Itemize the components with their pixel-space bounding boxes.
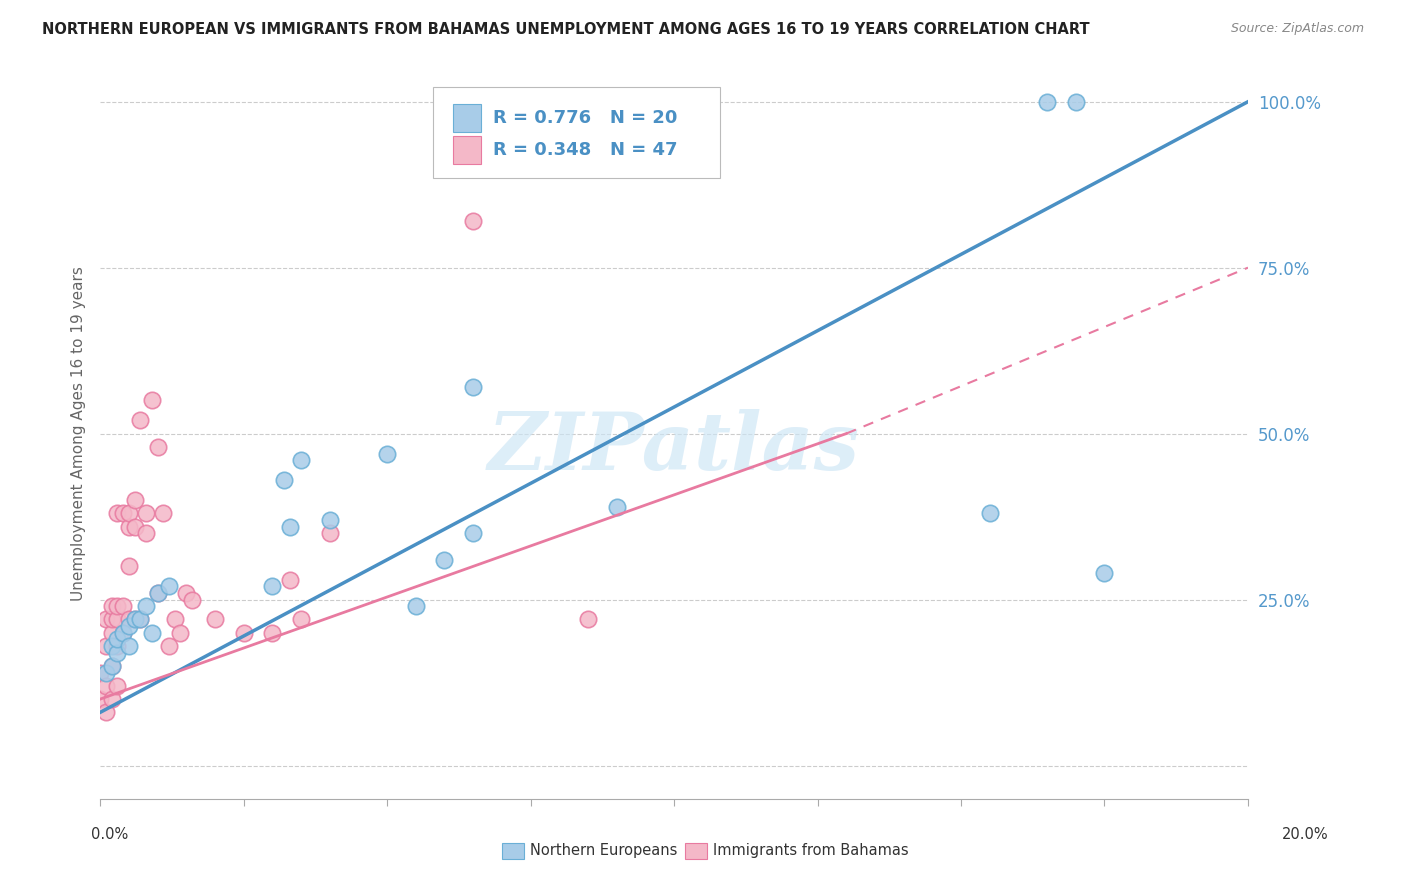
Point xyxy=(146,440,169,454)
Point xyxy=(141,625,163,640)
Point xyxy=(278,573,301,587)
Point xyxy=(174,586,197,600)
Point xyxy=(118,612,141,626)
Point xyxy=(1064,95,1087,109)
Point xyxy=(105,632,128,647)
Text: Source: ZipAtlas.com: Source: ZipAtlas.com xyxy=(1230,22,1364,36)
Bar xyxy=(453,136,481,164)
Text: Northern Europeans: Northern Europeans xyxy=(530,844,678,858)
Point xyxy=(118,506,141,520)
Point xyxy=(94,612,117,626)
Point xyxy=(100,659,122,673)
Point xyxy=(318,526,340,541)
Point xyxy=(1094,566,1116,580)
Point xyxy=(112,506,135,520)
Point xyxy=(100,639,122,653)
Point xyxy=(375,446,398,460)
Point xyxy=(169,625,191,640)
Point xyxy=(232,625,254,640)
Bar xyxy=(453,104,481,132)
Point xyxy=(129,612,152,626)
Text: Immigrants from Bahamas: Immigrants from Bahamas xyxy=(713,844,908,858)
Point xyxy=(112,625,135,640)
Point xyxy=(100,625,122,640)
Point xyxy=(105,599,128,614)
Point xyxy=(405,599,427,614)
Point xyxy=(278,519,301,533)
Point xyxy=(89,665,111,680)
Point xyxy=(181,592,204,607)
Point xyxy=(112,599,135,614)
Point xyxy=(204,612,226,626)
Point xyxy=(141,393,163,408)
Point xyxy=(94,706,117,720)
Text: R = 0.348   N = 47: R = 0.348 N = 47 xyxy=(492,141,678,160)
Point xyxy=(463,526,485,541)
Text: NORTHERN EUROPEAN VS IMMIGRANTS FROM BAHAMAS UNEMPLOYMENT AMONG AGES 16 TO 19 YE: NORTHERN EUROPEAN VS IMMIGRANTS FROM BAH… xyxy=(42,22,1090,37)
Point xyxy=(124,612,146,626)
Point xyxy=(979,506,1001,520)
Point xyxy=(118,519,141,533)
Point xyxy=(129,612,152,626)
Point xyxy=(89,692,111,706)
Point xyxy=(94,679,117,693)
Point xyxy=(157,639,180,653)
Point xyxy=(100,692,122,706)
Point xyxy=(105,639,128,653)
Point xyxy=(124,493,146,508)
Point xyxy=(94,665,117,680)
Point xyxy=(290,612,312,626)
Point xyxy=(105,646,128,660)
Point xyxy=(463,380,485,394)
Point xyxy=(163,612,186,626)
Point xyxy=(100,659,122,673)
Point xyxy=(94,639,117,653)
Point xyxy=(100,599,122,614)
Point xyxy=(105,679,128,693)
Point xyxy=(124,519,146,533)
FancyBboxPatch shape xyxy=(433,87,720,178)
Text: ZIPatlas: ZIPatlas xyxy=(488,409,860,487)
Point xyxy=(118,639,141,653)
Point xyxy=(662,95,685,109)
Point xyxy=(262,625,284,640)
Point xyxy=(135,526,157,541)
Point xyxy=(135,506,157,520)
Point xyxy=(100,612,122,626)
Text: 0.0%: 0.0% xyxy=(91,827,128,841)
Point xyxy=(146,586,169,600)
Point xyxy=(157,579,180,593)
Point xyxy=(273,473,295,487)
Text: R = 0.776   N = 20: R = 0.776 N = 20 xyxy=(492,109,678,128)
Point xyxy=(463,214,485,228)
Point xyxy=(118,619,141,633)
Point xyxy=(606,500,628,514)
Y-axis label: Unemployment Among Ages 16 to 19 years: Unemployment Among Ages 16 to 19 years xyxy=(72,266,86,601)
Point xyxy=(124,612,146,626)
Point xyxy=(129,413,152,427)
Point xyxy=(433,552,456,566)
Point xyxy=(146,586,169,600)
Point xyxy=(1036,95,1059,109)
Point xyxy=(112,625,135,640)
Point xyxy=(152,506,174,520)
Point xyxy=(290,453,312,467)
Point xyxy=(105,612,128,626)
Point xyxy=(135,599,157,614)
Point xyxy=(318,513,340,527)
Point xyxy=(118,559,141,574)
Text: 20.0%: 20.0% xyxy=(1282,827,1329,841)
Point xyxy=(576,612,599,626)
Point xyxy=(262,579,284,593)
Point xyxy=(105,506,128,520)
